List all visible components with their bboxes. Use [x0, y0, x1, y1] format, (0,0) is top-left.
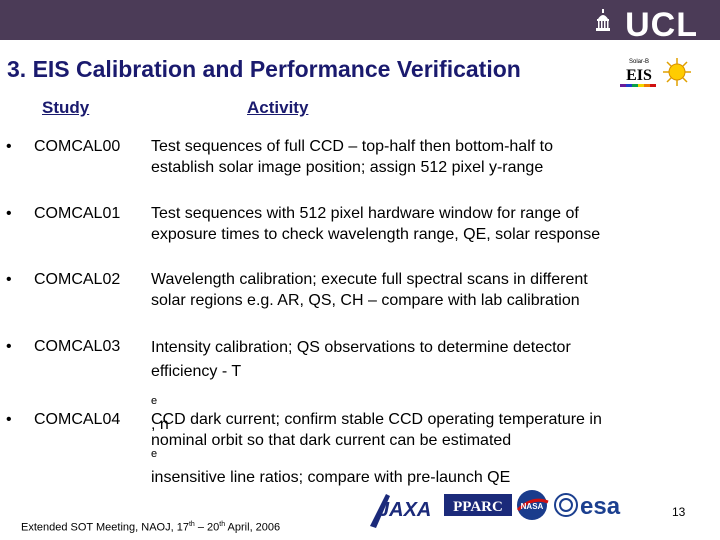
activity-description: Test sequences with 512 pixel hardware w…: [151, 205, 601, 243]
activity-description: Wavelength calibration; execute full spe…: [151, 271, 588, 309]
column-header-study: Study: [42, 98, 90, 117]
study-code: COMCAL02: [34, 271, 121, 288]
study-code: COMCAL04: [34, 411, 121, 428]
slide-title: 3. EIS Calibration and Performance Verif…: [7, 56, 521, 82]
bullet: •: [6, 138, 12, 155]
jaxa-logo: JAXA: [370, 494, 431, 528]
bullet: •: [6, 271, 12, 288]
bullet: •: [6, 205, 12, 222]
header-bar: [0, 0, 720, 40]
pparc-logo: PPARC: [444, 494, 512, 516]
svg-text:PPARC: PPARC: [453, 499, 503, 515]
activity-description: Test sequences of full CCD – top-half th…: [151, 138, 553, 176]
activity-description: CCD dark current; confirm stable CCD ope…: [151, 411, 602, 449]
svg-text:esa: esa: [580, 493, 621, 520]
bullet: •: [6, 338, 12, 355]
esa-logo: esa: [554, 493, 621, 520]
study-code: COMCAL03: [34, 338, 121, 355]
eis-logo-top: Solar-B: [629, 59, 649, 65]
activity-description: Intensity calibration; QS observations t…: [151, 339, 571, 487]
svg-text:JAXA: JAXA: [378, 499, 431, 521]
bullet: •: [6, 411, 12, 428]
eis-logo-main: EIS: [626, 67, 652, 84]
ucl-portico-icon: [596, 9, 610, 31]
ucl-logo: UCL: [625, 6, 698, 44]
study-code: COMCAL01: [34, 205, 121, 222]
eis-logo: Solar-B EIS: [617, 54, 695, 94]
nasa-logo: NASA: [516, 490, 549, 520]
study-code: COMCAL00: [34, 138, 121, 155]
svg-text:NASA: NASA: [521, 502, 544, 511]
partner-logos: JAXA PPARC NASA esa: [370, 490, 621, 528]
column-header-activity: Activity: [247, 98, 309, 117]
footer-text: Extended SOT Meeting, NAOJ, 17th – 20th …: [21, 521, 281, 534]
page-number: 13: [672, 505, 686, 519]
